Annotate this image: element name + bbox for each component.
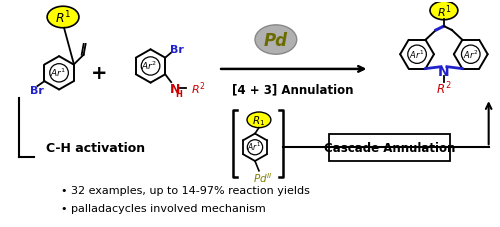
Text: Br: Br xyxy=(170,45,184,55)
Text: $Ar^1$: $Ar^1$ xyxy=(247,141,261,153)
Ellipse shape xyxy=(255,26,296,55)
Text: Br: Br xyxy=(30,86,44,96)
Text: Pd: Pd xyxy=(264,31,288,49)
Text: $R^2$: $R^2$ xyxy=(191,80,206,97)
Text: $R_1$: $R_1$ xyxy=(252,114,266,127)
Text: C-H activation: C-H activation xyxy=(46,141,146,154)
Text: +: + xyxy=(90,64,107,83)
Text: $R^2$: $R^2$ xyxy=(436,81,452,97)
Text: $R^1$: $R^1$ xyxy=(436,3,452,20)
Text: $Ar^1$: $Ar^1$ xyxy=(50,66,66,79)
Text: $Ar^1$: $Ar^1$ xyxy=(410,49,424,61)
Text: $Pd^{II}$: $Pd^{II}$ xyxy=(253,170,273,184)
Ellipse shape xyxy=(47,7,79,29)
Text: [4 + 3] Annulation: [4 + 3] Annulation xyxy=(232,83,354,96)
Ellipse shape xyxy=(430,2,458,21)
Text: $Ar^2$: $Ar^2$ xyxy=(463,49,478,61)
Text: $R^1$: $R^1$ xyxy=(55,10,71,26)
Text: • palladacycles involved mechanism: • palladacycles involved mechanism xyxy=(61,203,266,213)
Text: N: N xyxy=(170,82,180,95)
Text: N: N xyxy=(438,64,450,78)
Text: H: H xyxy=(175,90,182,99)
Text: Cascade Annulation: Cascade Annulation xyxy=(324,141,455,154)
Ellipse shape xyxy=(247,113,271,128)
Text: $Ar^2$: $Ar^2$ xyxy=(142,59,158,72)
FancyBboxPatch shape xyxy=(328,134,450,161)
Text: • 32 examples, up to 14-97% reaction yields: • 32 examples, up to 14-97% reaction yie… xyxy=(61,185,310,195)
